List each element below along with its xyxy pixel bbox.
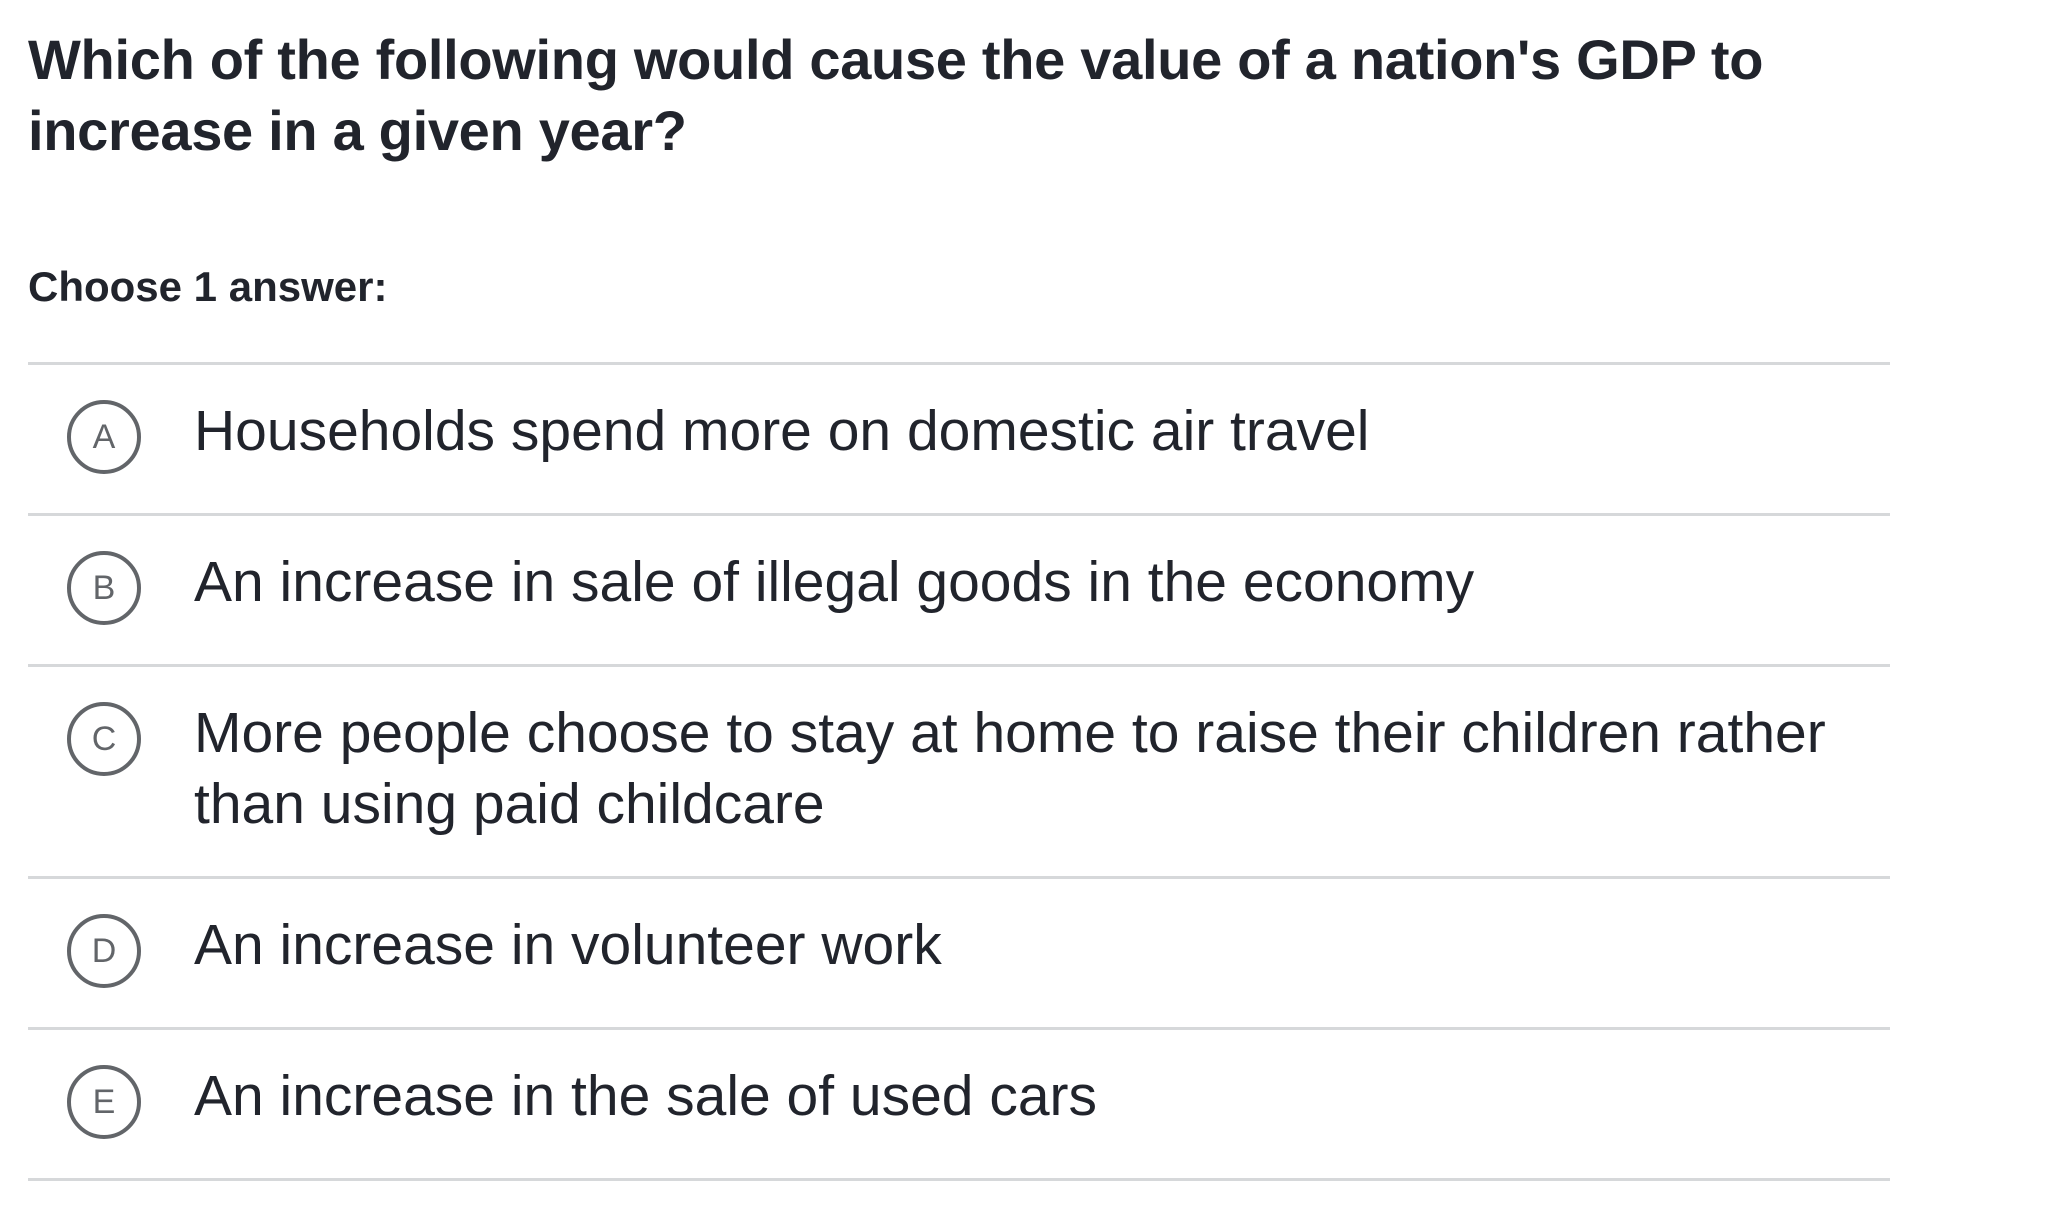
choice-c[interactable]: C More people choose to stay at home to …: [28, 667, 1890, 879]
choice-letter-circle-icon[interactable]: D: [67, 914, 141, 988]
choice-text: An increase in volunteer work: [194, 913, 942, 977]
choice-text: An increase in the sale of used cars: [194, 1064, 1098, 1128]
choice-d[interactable]: D An increase in volunteer work: [28, 879, 1890, 1030]
question-text: Which of the following would cause the v…: [28, 28, 1764, 162]
choice-text: More people choose to stay at home to ra…: [194, 701, 1826, 836]
choice-text: Households spend more on domestic air tr…: [194, 399, 1370, 463]
choice-letter-circle-icon[interactable]: B: [67, 551, 141, 625]
choice-text: An increase in sale of illegal goods in …: [194, 550, 1475, 614]
choice-a[interactable]: A Households spend more on domestic air …: [28, 365, 1890, 516]
choose-answer-prompt: Choose 1 answer:: [28, 263, 388, 310]
choice-letter-circle-icon[interactable]: A: [67, 400, 141, 474]
choice-letter-circle-icon[interactable]: E: [67, 1065, 141, 1139]
answer-choices-list: A Households spend more on domestic air …: [28, 362, 1890, 1181]
choice-letter-circle-icon[interactable]: C: [67, 702, 141, 776]
choice-b[interactable]: B An increase in sale of illegal goods i…: [28, 516, 1890, 667]
choice-e[interactable]: E An increase in the sale of used cars: [28, 1030, 1890, 1181]
